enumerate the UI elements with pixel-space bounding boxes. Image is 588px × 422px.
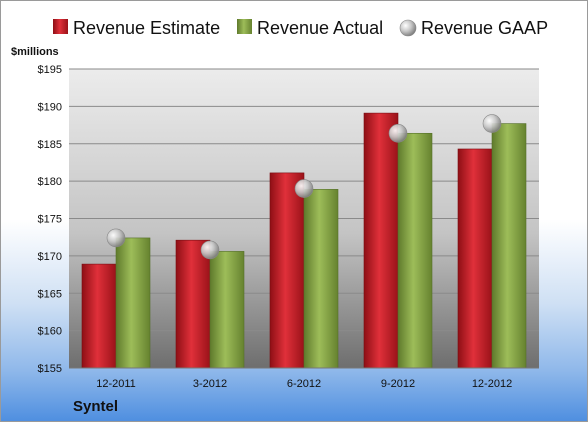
bar-revenue-actual [397, 132, 433, 369]
bar-revenue-actual [209, 251, 245, 369]
legend-marker-revenue-gaap [399, 19, 417, 37]
legend-swatch-revenue-actual [237, 19, 252, 34]
marker-revenue-gaap [200, 240, 220, 260]
bar-revenue-estimate [269, 172, 305, 369]
bar-revenue-estimate [363, 112, 399, 369]
bar-revenue-estimate [457, 148, 493, 369]
legend-label-revenue-actual: Revenue Actual [257, 18, 383, 38]
x-tick-label: 12-2012 [472, 378, 512, 390]
y-tick-label: $190 [38, 101, 62, 113]
bar-revenue-actual [303, 189, 339, 369]
legend-label-revenue-estimate: Revenue Estimate [73, 18, 220, 38]
legend-label-revenue-gaap: Revenue GAAP [421, 18, 548, 38]
x-tick-label: 9-2012 [381, 378, 415, 390]
y-tick-label: $170 [38, 251, 62, 263]
marker-revenue-gaap [294, 179, 314, 198]
y-tick-label: $185 [38, 139, 62, 151]
bar-revenue-actual [115, 237, 151, 369]
y-tick-label: $180 [38, 176, 62, 188]
y-tick-label: $195 [38, 64, 62, 76]
y-tick-label: $175 [38, 214, 62, 226]
legend-swatch-revenue-estimate [53, 19, 68, 34]
y-tick-label: $165 [38, 288, 62, 300]
x-tick-label: 3-2012 [193, 378, 227, 390]
marker-revenue-gaap [482, 114, 502, 133]
y-tick-label: $160 [38, 326, 62, 338]
x-tick-label: 12-2011 [96, 378, 136, 390]
bar-revenue-actual [491, 123, 527, 369]
marker-revenue-gaap [106, 228, 126, 248]
marker-revenue-gaap [388, 123, 408, 143]
legend: Revenue Estimate Revenue Actual Revenue … [53, 18, 548, 38]
bar-revenue-estimate [81, 263, 117, 369]
bar-revenue-estimate [175, 239, 211, 369]
y-tick-label: $155 [38, 363, 62, 375]
y-axis-unit-label: $millions [11, 46, 59, 58]
company-name: Syntel [73, 398, 119, 415]
x-tick-label: 6-2012 [287, 378, 321, 390]
